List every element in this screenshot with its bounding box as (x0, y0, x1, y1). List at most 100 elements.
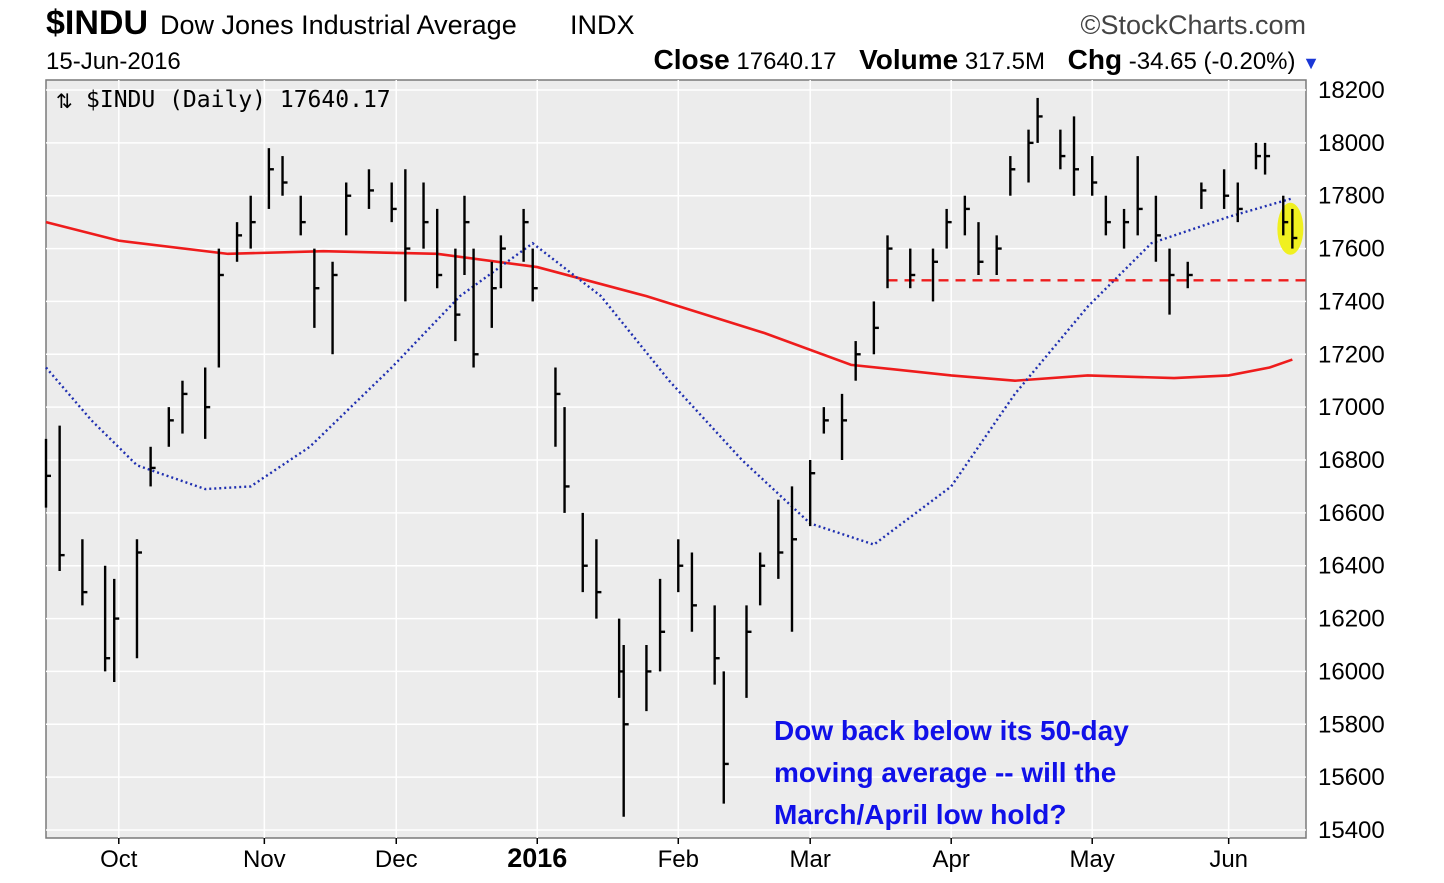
ohlc-bar (404, 169, 411, 302)
ohlc-bar (854, 341, 861, 381)
annotation-line-3: March/April low hold? (774, 799, 1066, 830)
ohlc-bar (1236, 182, 1243, 223)
volume-label: Volume (859, 44, 959, 75)
y-tick-label: 18200 (1318, 77, 1385, 104)
ohlc-bar (645, 645, 652, 712)
y-tick-label: 15600 (1318, 764, 1385, 791)
chg-value: -34.65 (-0.20%) (1128, 48, 1296, 75)
ohlc-bar (886, 235, 893, 289)
close-value: 17640.17 (736, 48, 837, 75)
ohlc-bar (472, 248, 479, 368)
ohlc-bar (758, 552, 766, 606)
ohlc-bar (522, 208, 529, 262)
y-tick-label: 16400 (1318, 553, 1385, 580)
x-axis: Oct Nov Dec 2016 Feb Mar Apr May Jun (100, 838, 1248, 873)
ohlc-bar (840, 393, 848, 460)
yellow-highlight (1277, 202, 1304, 255)
x-tick-label: Dec (375, 846, 418, 873)
ohlc-bar (1036, 97, 1043, 143)
ma200-path (45, 220, 1293, 383)
ohlc-bar (722, 671, 729, 804)
x-tick-label: 2016 (507, 843, 567, 873)
x-tick-label: May (1070, 846, 1115, 873)
ohlc-bar (790, 486, 797, 632)
ohlc-bar (677, 539, 684, 593)
chg-down-triangle-icon: ▼ (1302, 53, 1320, 73)
y-tick-label: 17800 (1318, 183, 1385, 210)
ohlc-bar (1059, 129, 1066, 170)
y-tick-label: 16000 (1318, 658, 1385, 685)
ohlc-bar (390, 182, 397, 223)
ma200-line (45, 220, 1293, 383)
y-tick-label: 17200 (1318, 341, 1385, 368)
ohlc-bar (1254, 142, 1261, 170)
ohlc-bar (1104, 195, 1111, 236)
ohlc-bar (531, 248, 538, 302)
ohlc-bar (977, 222, 984, 275)
ohlc-bar (1263, 142, 1271, 175)
y-tick-label: 16800 (1318, 447, 1385, 474)
ohlc-bar (490, 261, 497, 328)
ohlc-bar (1200, 182, 1207, 209)
close-label: Close (653, 44, 730, 75)
ohlc-bar (995, 235, 1002, 275)
ohlc-bar (1154, 195, 1161, 262)
ohlc-bar (581, 512, 588, 593)
y-tick-label: 15800 (1318, 711, 1385, 738)
ohlc-bar (595, 539, 602, 619)
ohlc-bar (499, 235, 506, 289)
ohlc-bar (563, 407, 570, 513)
ohlc-bar (422, 182, 429, 249)
ohlc-bar (204, 367, 211, 439)
ohlc-bar (58, 425, 65, 571)
x-tick-label: Mar (790, 846, 831, 873)
ohlc-bar (1072, 116, 1080, 196)
ohlc-bar (181, 380, 188, 434)
highlight-marker (1277, 202, 1304, 255)
y-tick-label: 16600 (1318, 500, 1385, 527)
ohlc-bar (1186, 261, 1193, 289)
ohlc-bar (1168, 248, 1175, 315)
symbol-label: $INDU (46, 4, 149, 42)
x-tick-label: Nov (243, 846, 286, 873)
ohlc-bar (1122, 208, 1130, 249)
ohlc-bar (44, 438, 51, 508)
ohlc-bar (1222, 169, 1230, 209)
ohlc-bar (281, 156, 288, 196)
y-tick-label: 15400 (1318, 817, 1385, 844)
ohlc-bar (822, 407, 829, 434)
ohlc-bar (435, 208, 443, 289)
exchange-label: INDX (570, 10, 635, 40)
plot-area (45, 79, 1307, 839)
ohlc-bar (690, 552, 697, 632)
up-down-arrows-icon: ⇅ (56, 91, 73, 113)
ohlc-bar (331, 261, 338, 355)
ohlc-bar (963, 195, 970, 236)
y-tick-label: 17600 (1318, 236, 1385, 263)
ohlc-bar (167, 407, 174, 447)
x-tick-label: Feb (658, 846, 699, 873)
ohlc-bar (149, 446, 156, 487)
ohlc-bar (658, 578, 666, 672)
ohlc-bar (1091, 156, 1098, 196)
legend-label: $INDU (Daily) 17640.17 (86, 87, 391, 113)
y-tick-label: 17400 (1318, 288, 1385, 315)
chart-legend: ⇅ $INDU (Daily) 17640.17 (56, 87, 391, 113)
ohlc-bar (909, 248, 916, 289)
ohlc-bar (808, 460, 816, 527)
annotation-line-1: Dow back below its 50-day (774, 715, 1129, 746)
ohlc-bar (235, 222, 243, 262)
ohlc-bar (113, 578, 120, 682)
annotation-line-2: moving average -- will the (774, 757, 1116, 788)
ohlc-bar (313, 248, 320, 328)
y-tick-label: 16200 (1318, 606, 1385, 633)
ma50-line (45, 197, 1293, 546)
ohlc-bar (713, 605, 720, 685)
ohlc-bar (1136, 156, 1143, 236)
ohlc-bar (777, 499, 784, 579)
ohlc-bar (931, 248, 939, 302)
quote-date: 15-Jun-2016 (46, 48, 181, 75)
annotation-text: Dow back below its 50-day moving average… (774, 715, 1129, 830)
ohlc-bar (1027, 129, 1034, 183)
ohlc-bar (1291, 208, 1298, 249)
